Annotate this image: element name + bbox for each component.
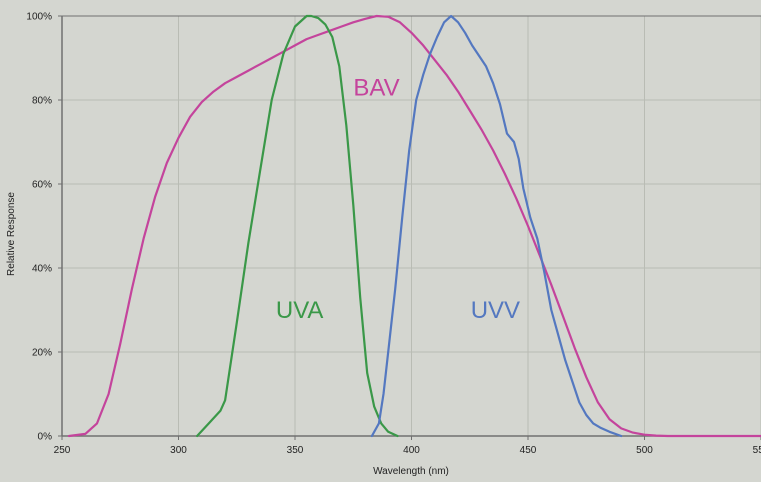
series-line-bav: [67, 14, 761, 438]
series-label-uvv: UVV: [471, 297, 520, 324]
x-tick-label: 450: [520, 445, 537, 456]
x-tick-label: 350: [287, 445, 304, 456]
series-label-uva: UVA: [276, 297, 324, 324]
series-label-bav: BAV: [353, 74, 399, 101]
series-labels: BAV UVA UVV: [276, 74, 520, 324]
y-tick-label: 80%: [32, 96, 52, 107]
axes: 250 300 350 400 450 500 550 0% 20% 40% 60% 80% 100%: [26, 12, 761, 456]
y-tick-label: 60%: [32, 180, 52, 191]
series-line-uva: [196, 14, 399, 438]
gridlines: [62, 15, 761, 436]
x-tick-label: 550: [753, 445, 761, 456]
x-tick-label: 500: [636, 445, 653, 456]
x-tick-label: 300: [170, 445, 187, 456]
y-tick-label: 40%: [32, 264, 52, 275]
y-tick-label: 100%: [26, 12, 52, 23]
series-line-uvv: [370, 14, 623, 438]
x-axis-title: Wavelength (nm): [373, 466, 449, 477]
y-axis-title: Relative Response: [6, 192, 17, 276]
y-tick-label: 20%: [32, 348, 52, 359]
x-tick-label: 250: [54, 445, 71, 456]
y-tick-label: 0%: [38, 432, 53, 443]
series-lines: [67, 14, 761, 438]
x-tick-label: 400: [403, 445, 420, 456]
